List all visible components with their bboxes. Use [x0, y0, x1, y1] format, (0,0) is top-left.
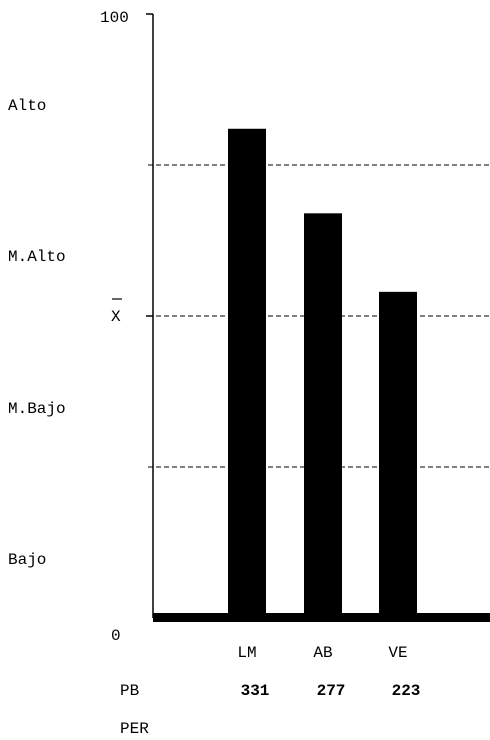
bar-ab: [304, 213, 342, 618]
category-label-ab: AB: [313, 644, 332, 662]
row-label-per: PER: [120, 720, 149, 738]
pb-value-ve: 223: [392, 682, 421, 700]
band-label-alto: Alto: [8, 97, 46, 115]
category-label-ve: VE: [388, 644, 407, 662]
band-label-medio-alto: M.Alto: [8, 248, 66, 266]
pb-value-ab: 277: [317, 682, 346, 700]
category-label-lm: LM: [237, 644, 256, 662]
band-label-bajo: Bajo: [8, 551, 46, 569]
y-tick-label-bottom: 0: [111, 627, 121, 645]
pb-value-lm: 331: [241, 682, 270, 700]
bar-ve: [379, 291, 417, 618]
y-tick-label-top: 100: [100, 9, 129, 27]
row-label-pb: PB: [120, 682, 139, 700]
band-label-medio-bajo: M.Bajo: [8, 400, 66, 418]
baseline-bar: [153, 613, 490, 622]
mean-label: X: [111, 308, 121, 326]
bar-lm: [228, 128, 266, 618]
